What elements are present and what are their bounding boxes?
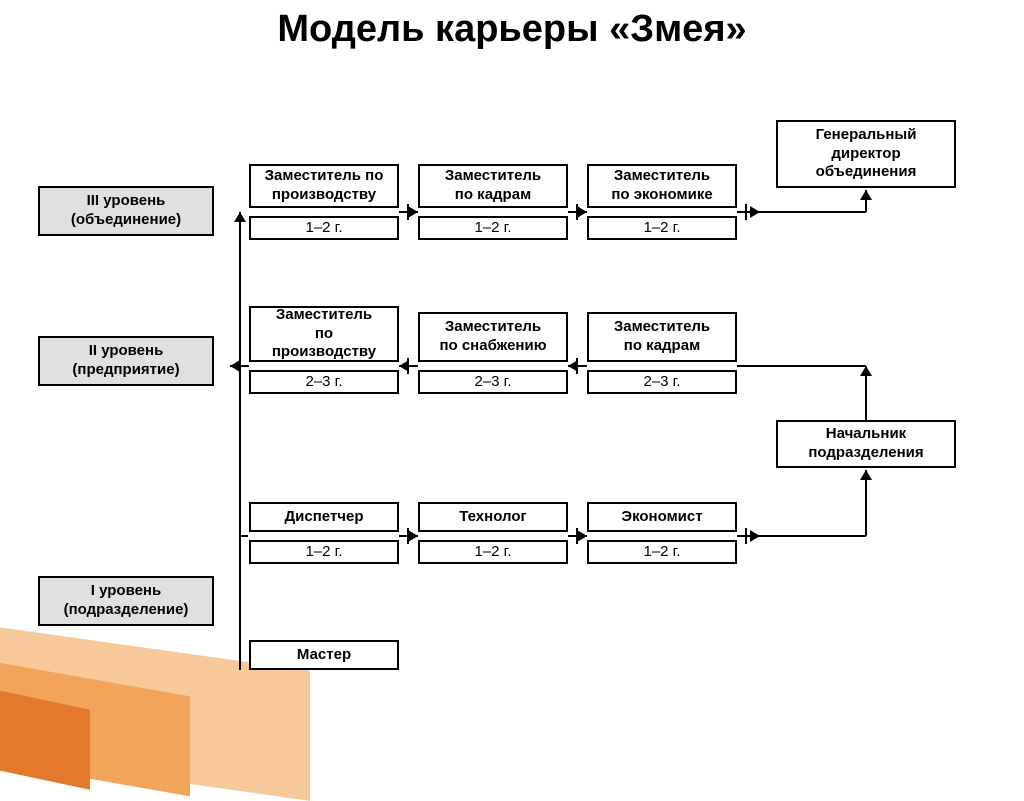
level1-start: Мастер [249,640,399,670]
level3-role-2: Заместительпо экономике [587,164,737,208]
level2-role-1: Заместительпо снабжению [418,312,568,362]
level1-role-2: Экономист [587,502,737,532]
level1-label: I уровень(подразделение) [38,576,214,626]
level3-label: III уровень(объединение) [38,186,214,236]
level2-label: II уровень(предприятие) [38,336,214,386]
level2-role-2: Заместительпо кадрам [587,312,737,362]
level3-role-1: Заместительпо кадрам [418,164,568,208]
level1-role-1: Технолог [418,502,568,532]
final-box: Генеральныйдиректоробъединения [776,120,956,188]
level1-role-0: Диспетчер [249,502,399,532]
level1-duration-1: 1–2 г. [418,540,568,564]
level2-role-0: Заместительпопроизводству [249,306,399,362]
level1-duration-2: 1–2 г. [587,540,737,564]
level2-duration-2: 2–3 г. [587,370,737,394]
level3-duration-0: 1–2 г. [249,216,399,240]
level2-extra: Начальникподразделения [776,420,956,468]
level3-duration-1: 1–2 г. [418,216,568,240]
page-title: Модель карьеры «Змея» [0,8,1024,51]
level1-duration-0: 1–2 г. [249,540,399,564]
level3-role-0: Заместитель попроизводству [249,164,399,208]
level2-duration-0: 2–3 г. [249,370,399,394]
level3-duration-2: 1–2 г. [587,216,737,240]
level2-duration-1: 2–3 г. [418,370,568,394]
